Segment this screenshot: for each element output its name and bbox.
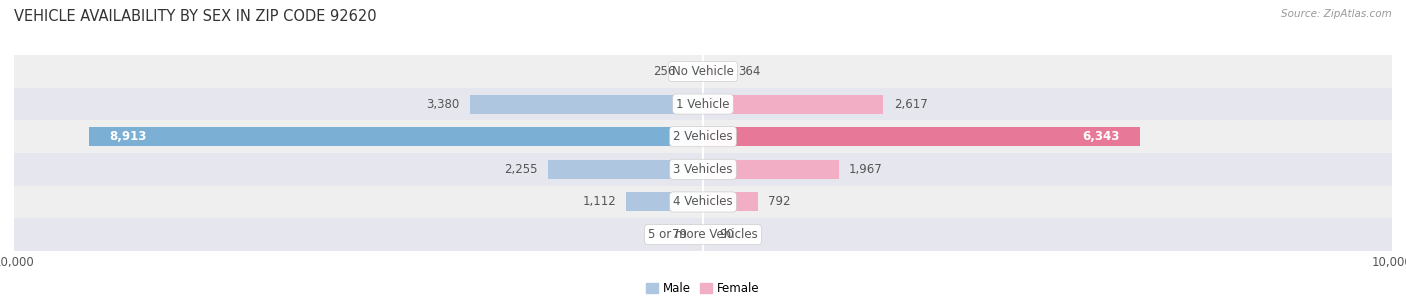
Bar — [14, 153, 1392, 186]
Bar — [703, 225, 709, 244]
Text: 3 Vehicles: 3 Vehicles — [673, 163, 733, 176]
Text: 79: 79 — [672, 228, 688, 241]
Text: Source: ZipAtlas.com: Source: ZipAtlas.com — [1281, 9, 1392, 19]
Text: 2 Vehicles: 2 Vehicles — [673, 130, 733, 143]
Bar — [89, 127, 703, 146]
Text: 364: 364 — [738, 65, 761, 78]
Text: 256: 256 — [652, 65, 675, 78]
Bar — [14, 186, 1392, 218]
Bar — [470, 95, 703, 114]
Text: VEHICLE AVAILABILITY BY SEX IN ZIP CODE 92620: VEHICLE AVAILABILITY BY SEX IN ZIP CODE … — [14, 9, 377, 24]
Bar — [685, 62, 703, 81]
Bar — [697, 225, 703, 244]
Text: 2,255: 2,255 — [503, 163, 537, 176]
Text: No Vehicle: No Vehicle — [672, 65, 734, 78]
Bar — [703, 95, 883, 114]
Text: 2,617: 2,617 — [894, 98, 928, 110]
Bar — [703, 62, 728, 81]
Text: 4 Vehicles: 4 Vehicles — [673, 196, 733, 208]
Bar — [703, 127, 1140, 146]
Bar — [14, 120, 1392, 153]
Bar — [14, 88, 1392, 120]
Bar — [14, 218, 1392, 251]
Text: 1 Vehicle: 1 Vehicle — [676, 98, 730, 110]
Bar — [14, 55, 1392, 88]
Text: 90: 90 — [720, 228, 734, 241]
Text: 8,913: 8,913 — [110, 130, 148, 143]
Text: 792: 792 — [768, 196, 790, 208]
Bar — [703, 160, 838, 179]
Text: 3,380: 3,380 — [426, 98, 460, 110]
Legend: Male, Female: Male, Female — [641, 278, 765, 300]
Text: 6,343: 6,343 — [1083, 130, 1119, 143]
Bar — [548, 160, 703, 179]
Text: 5 or more Vehicles: 5 or more Vehicles — [648, 228, 758, 241]
Bar — [627, 192, 703, 211]
Text: 1,112: 1,112 — [582, 196, 616, 208]
Bar — [703, 192, 758, 211]
Text: 1,967: 1,967 — [849, 163, 883, 176]
